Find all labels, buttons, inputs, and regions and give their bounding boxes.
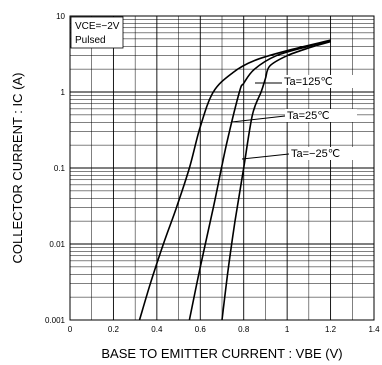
x-tick-label: 0.2 [108, 325, 120, 334]
y-tick-label: 0.1 [54, 164, 66, 173]
y-tick-labels: 0.001 0.01 0.1 1 10 [45, 12, 66, 325]
series-line-2 [221, 40, 331, 321]
x-tick-label: 0.4 [151, 325, 163, 334]
annotation-leader-2 [241, 153, 290, 160]
x-tick-label: 1.2 [325, 325, 337, 334]
y-tick-label: 0.001 [45, 316, 66, 325]
y-tick-label: 0.01 [49, 240, 65, 249]
annotation-label-1: Ta=25℃ [287, 110, 330, 122]
series-lines [138, 39, 331, 321]
x-tick-label: 0.8 [238, 325, 250, 334]
series-line-1 [188, 40, 331, 321]
note-pulsed: Pulsed [75, 35, 106, 46]
y-tick-label: 1 [61, 88, 66, 97]
x-axis-title: BASE TO EMITTER CURRENT : VBE (V) [101, 346, 342, 361]
x-tick-labels: 0 0.2 0.4 0.6 0.8 1 1.2 1.4 [68, 325, 380, 334]
annotation-leader-1 [231, 115, 286, 123]
series-line-0 [138, 39, 331, 321]
x-tick-label: 0 [68, 325, 73, 334]
annotation-bg-1 [285, 109, 357, 122]
annotations: Ta=125℃ Ta=25℃ Ta=−25℃ [231, 75, 361, 160]
x-tick-label: 1 [285, 325, 290, 334]
x-tick-label: 0.6 [195, 325, 207, 334]
note-vce: VCE=−2V [75, 21, 120, 32]
annotation-label-0: Ta=125℃ [284, 76, 333, 88]
note-box [70, 16, 124, 49]
y-axis-title: COLLECTOR CURRENT : IC (A) [10, 73, 25, 264]
x-tick-label: 1.4 [368, 325, 380, 334]
annotation-bg-0 [282, 75, 354, 88]
annotation-label-2: Ta=−25℃ [291, 148, 340, 160]
annotation-bg-2 [289, 147, 361, 160]
y-tick-label: 10 [56, 12, 65, 21]
